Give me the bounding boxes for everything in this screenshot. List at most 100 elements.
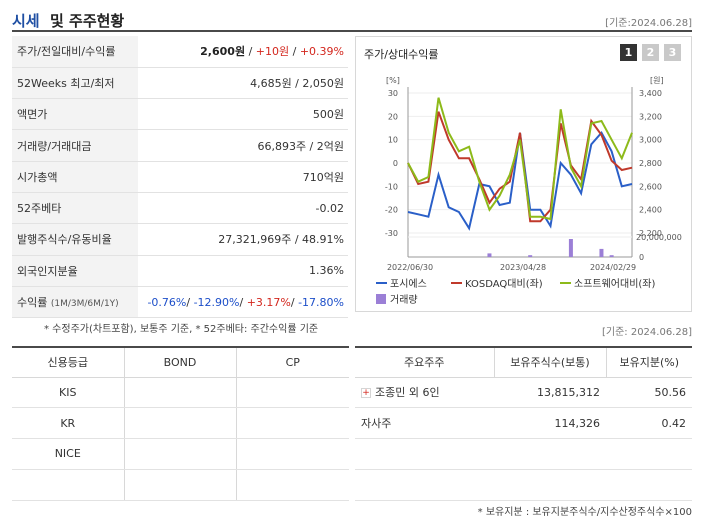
holder-shares: 114,326 — [494, 407, 606, 440]
left-tick-label: -20 — [385, 206, 398, 215]
row-label: 액면가 — [12, 98, 138, 131]
row-value: 2,600원 / +10원 / +0.39% — [138, 36, 348, 68]
cp-rating — [236, 469, 349, 501]
column-header: BOND — [124, 347, 237, 378]
price: 2,600원 — [200, 45, 246, 59]
cp-rating — [236, 377, 349, 409]
row-label: 주가/전일대비/수익률 — [12, 36, 138, 68]
right-tick-label: 2,400 — [639, 206, 662, 215]
section-title-holders: 및 주주현황 — [50, 12, 125, 30]
row-value: -0.76%/ -12.90%/ +3.17%/ -17.80% — [138, 286, 348, 319]
row-label: 52주베타 — [12, 192, 138, 225]
change-rate: +0.39% — [299, 45, 344, 59]
table-header-row: 주요주주 보유주식수(보통) 보유지분(%) — [355, 347, 692, 378]
right-tick-label: 2,800 — [639, 159, 662, 168]
quote-footnote: * 수정주가(차트포함), 보통주 기준, * 52주베타: 주간수익률 기준 — [44, 324, 319, 335]
column-header: 보유지분(%) — [606, 347, 692, 378]
returns-periods: (1M/3M/6M/1Y) — [50, 299, 119, 310]
cp-rating — [236, 407, 349, 440]
column-header: 보유주식수(보통) — [494, 347, 607, 378]
section-title-market: 시세 — [12, 12, 40, 30]
bond-rating — [124, 407, 237, 440]
table-row — [355, 438, 692, 470]
table-row — [355, 469, 692, 501]
row-label: 52Weeks 최고/최저 — [12, 67, 138, 100]
table-row: + 조종민 외 6인 13,815,312 50.56 — [355, 377, 692, 409]
chart-tab-3[interactable]: 3 — [664, 44, 681, 61]
section-header: 시세 및 주주현황 [기준:2024.06.28] — [12, 8, 692, 32]
quote-table: 주가/전일대비/수익률 2,600원 / +10원 / +0.39% 52Wee… — [12, 36, 348, 319]
table-row: KIS — [12, 377, 349, 409]
column-header: 주요주주 — [355, 347, 495, 378]
bond-rating — [124, 438, 237, 470]
major-holders-table: 주요주주 보유주식수(보통) 보유지분(%) + 조종민 외 6인 13,815,… — [355, 346, 692, 501]
legend-label: KOSDAQ대비(좌) — [465, 278, 543, 290]
left-tick-label: 0 — [393, 159, 398, 168]
row-value: 27,321,969주 / 48.91% — [138, 223, 348, 256]
agency-name — [12, 469, 125, 501]
change: +10원 — [255, 45, 290, 59]
bond-rating — [124, 377, 237, 409]
legend-label: 포시에스 — [390, 278, 427, 290]
holders-base-date: [기준: 2024.06.28] — [601, 327, 692, 338]
right-axis-unit: [원] — [650, 76, 664, 85]
table-row: 자사주 114,326 0.42 — [355, 407, 692, 440]
credit-rating-table: 신용등급 BOND CP KIS KR NICE — [12, 346, 349, 501]
holder-name-cell: + 조종민 외 6인 — [355, 377, 494, 409]
left-tick-label: 30 — [388, 89, 398, 98]
separator: / — [239, 295, 247, 309]
holder-shares: 13,815,312 — [494, 377, 606, 409]
table-row: 거래량/거래대금 66,893주 / 2억원 — [12, 129, 348, 162]
left-tick-label: -10 — [385, 182, 398, 191]
table-row: 발행주식수/유동비율 27,321,969주 / 48.91% — [12, 223, 348, 256]
row-value: 500원 — [138, 98, 348, 131]
right-tick-label: 3,400 — [639, 89, 662, 98]
column-header: CP — [236, 347, 349, 378]
holders-footnote: * 보유지분 : 보유지분주식수/지수산정주식수×100 — [477, 507, 692, 518]
x-tick-label: 2022/06/30 — [387, 263, 433, 272]
row-label: 시가총액 — [12, 161, 138, 193]
volume-tick-label: 20,000,000 — [636, 233, 682, 242]
agency-name: KR — [12, 407, 125, 440]
left-tick-label: 10 — [388, 136, 398, 145]
holder-name — [355, 438, 494, 470]
table-row: 시가총액 710억원 — [12, 161, 348, 193]
expand-icon[interactable]: + — [361, 388, 371, 399]
separator: / — [186, 295, 194, 309]
agency-name: NICE — [12, 438, 125, 470]
x-tick-label: 2024/02/29 — [590, 263, 636, 272]
row-value: 1.36% — [138, 255, 348, 287]
right-tick-label: 2,200 — [639, 229, 662, 238]
holder-pct — [606, 438, 692, 470]
table-row: 52Weeks 최고/최저 4,685원 / 2,050원 — [12, 67, 348, 100]
return-1m: -0.76% — [147, 295, 187, 309]
left-axis-unit: [%] — [386, 76, 400, 85]
holder-name[interactable]: 조종민 외 6인 — [375, 386, 440, 400]
chart-tab-2[interactable]: 2 — [642, 44, 659, 61]
legend-label: 소프트웨어대비(좌) — [574, 278, 656, 290]
column-header: 신용등급 — [12, 347, 125, 378]
x-tick-label: 2023/04/28 — [500, 263, 546, 272]
row-value: 66,893주 / 2억원 — [138, 129, 348, 162]
table-row: 수익률 (1M/3M/6M/1Y) -0.76%/ -12.90%/ +3.17… — [12, 286, 348, 319]
holder-pct: 0.42 — [606, 407, 692, 440]
row-label: 수익률 (1M/3M/6M/1Y) — [12, 286, 138, 319]
row-label: 발행주식수/유동비율 — [12, 223, 138, 256]
row-value: 4,685원 / 2,050원 — [138, 67, 348, 100]
cp-rating — [236, 438, 349, 470]
table-row: 액면가 500원 — [12, 98, 348, 131]
legend-label: 거래량 — [390, 294, 418, 306]
chart-title: 주가/상대수익률 — [364, 48, 439, 61]
row-label: 외국인지분율 — [12, 255, 138, 287]
volume-bar — [609, 255, 614, 257]
return-3m: -12.90% — [193, 295, 240, 309]
chart-tab-1[interactable]: 1 — [620, 44, 637, 61]
holder-pct: 50.56 — [606, 377, 692, 409]
price-chart: [%] [원] 30 20 10 0 -10 -20 -30 3,400 3,200 3,000 2,8… — [376, 76, 682, 306]
table-row: 외국인지분율 1.36% — [12, 255, 348, 287]
table-header-row: 신용등급 BOND CP — [12, 347, 349, 378]
table-row: 52주베타 -0.02 — [12, 192, 348, 225]
volume-bar — [528, 255, 533, 257]
right-tick-label: 3,000 — [639, 136, 662, 145]
